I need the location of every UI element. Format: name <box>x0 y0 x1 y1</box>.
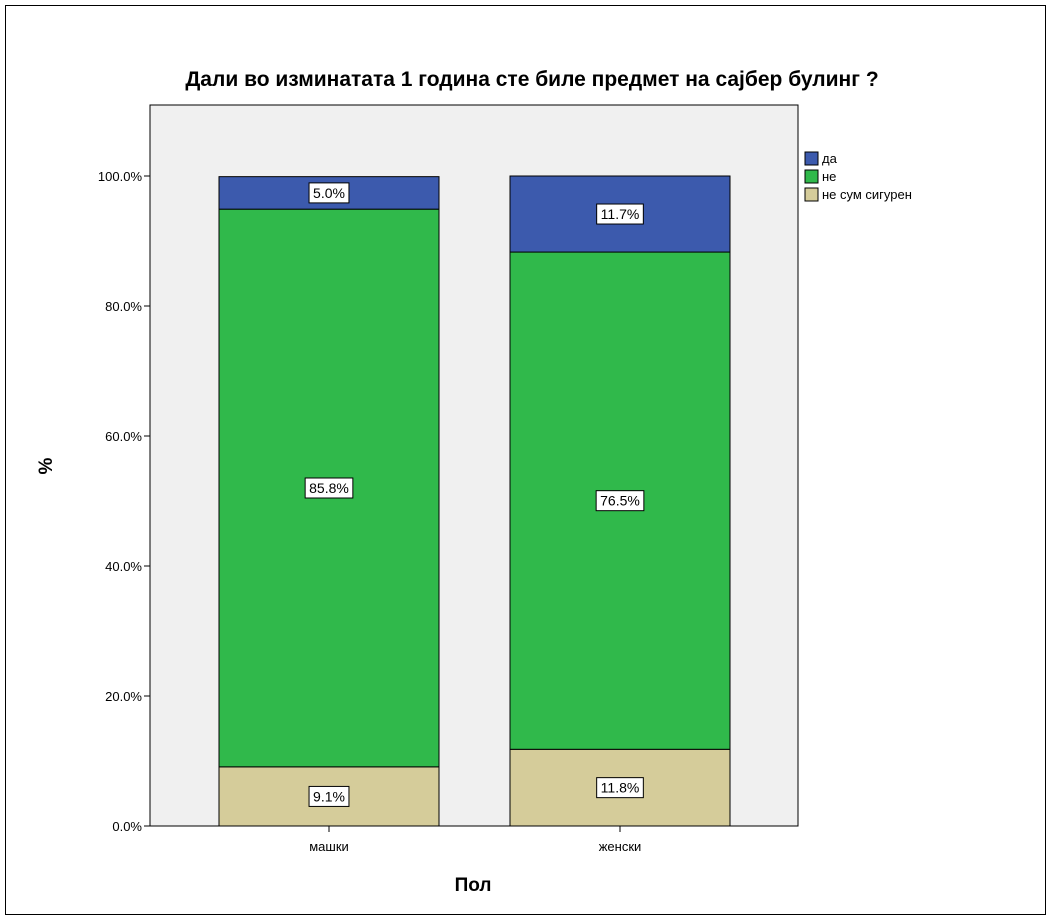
legend-label: не <box>822 169 836 184</box>
y-tick-label: 0.0% <box>112 819 142 834</box>
y-tick-label: 60.0% <box>105 429 142 444</box>
chart-title: Дали во изминатата 1 година сте биле пре… <box>185 68 878 91</box>
y-tick-label: 100.0% <box>98 169 143 184</box>
data-label: 76.5% <box>600 493 640 509</box>
legend-swatch <box>804 169 819 184</box>
x-tick-label: машки <box>309 839 349 854</box>
data-label: 11.7% <box>601 206 640 222</box>
legend-swatch <box>804 187 819 202</box>
legend-label: не сум сигурен <box>822 187 912 202</box>
legend-label: да <box>822 151 838 166</box>
y-axis: 0.0% 20.0% 40.0% 60.0% 80.0% 100.0% <box>98 105 151 834</box>
x-axis-title: Пол <box>455 875 492 896</box>
data-label: 85.8% <box>309 480 349 496</box>
x-axis: машки женски <box>150 825 798 854</box>
y-axis-title: % <box>36 457 57 474</box>
data-label-box <box>308 785 350 807</box>
data-label-box <box>304 477 354 499</box>
legend: да не не сум сигурен <box>804 151 912 202</box>
data-labels-group: 9.1% 85.8% 5.0% 11.8% 76.5% 11.7% <box>304 182 645 807</box>
data-label: 5.0% <box>313 185 345 201</box>
data-label: 11.8% <box>601 780 640 796</box>
data-label-box <box>596 203 644 225</box>
legend-swatch <box>804 151 819 166</box>
y-tick-label: 20.0% <box>105 689 142 704</box>
data-label: 9.1% <box>313 788 345 804</box>
y-tick-label: 40.0% <box>105 559 142 574</box>
data-label-box <box>595 490 645 512</box>
x-tick-label: женски <box>599 839 642 854</box>
data-label-box <box>596 777 644 799</box>
y-tick-label: 80.0% <box>105 299 142 314</box>
bars-group <box>218 175 731 827</box>
data-label-box <box>308 182 350 204</box>
